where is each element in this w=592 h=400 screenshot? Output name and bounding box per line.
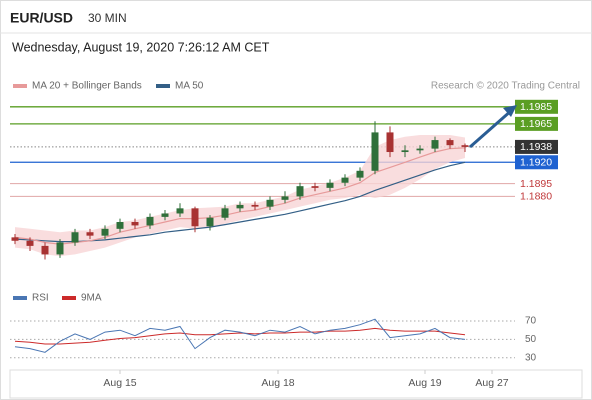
- legend-swatch: [156, 84, 170, 88]
- level-label: 1.1895: [520, 178, 552, 190]
- level-label: 1.1965: [520, 118, 552, 130]
- x-axis-band: [9, 369, 583, 399]
- x-tick-label: Aug 15: [103, 377, 136, 389]
- candle-body: [11, 237, 19, 241]
- candle-body: [56, 242, 64, 255]
- candle-body: [431, 140, 439, 149]
- legend-swatch: [62, 296, 76, 300]
- candle-body: [161, 213, 169, 217]
- source: Research © 2020 Trading Central: [431, 81, 580, 92]
- legend-label: 9MA: [81, 293, 102, 304]
- candle-body: [311, 186, 319, 188]
- level-box: [515, 139, 558, 154]
- candle-body: [281, 196, 289, 200]
- timeframe: 30 MIN: [88, 11, 127, 25]
- arrow-head: [503, 105, 517, 117]
- candle-body: [206, 217, 214, 227]
- candle-body: [86, 232, 94, 236]
- rsi-line: [14, 318, 466, 353]
- bollinger-band: [15, 135, 465, 257]
- x-tick-label: Aug 18: [261, 377, 294, 389]
- candle-body: [296, 186, 304, 197]
- y-tick-label: 30: [525, 352, 537, 363]
- candle-body: [386, 132, 394, 153]
- candle-body: [266, 199, 274, 207]
- candle-body: [116, 222, 124, 229]
- level-label: 1.1880: [520, 191, 552, 203]
- level-label: 1.1920: [520, 157, 552, 169]
- legend-label: MA 20 + Bollinger Bands: [32, 81, 142, 92]
- candle-body: [401, 150, 409, 153]
- candle-body: [131, 222, 139, 226]
- y-tick-label: 50: [525, 334, 537, 345]
- candle-body: [356, 170, 364, 178]
- datetime: Wednesday, August 19, 2020 7:26:12 AM CE…: [12, 40, 270, 54]
- legend-swatch: [13, 84, 27, 88]
- level-label: 1.1938: [520, 141, 552, 153]
- x-tick-label: Aug 19: [408, 377, 441, 389]
- candle-body: [176, 208, 184, 214]
- candle-body: [101, 228, 109, 236]
- legend-label: RSI: [32, 293, 49, 304]
- candle-body: [236, 204, 244, 209]
- candle-body: [326, 182, 334, 188]
- candle-body: [461, 145, 469, 147]
- legend-label: MA 50: [175, 81, 204, 92]
- candle-body: [41, 245, 49, 255]
- candle-body: [251, 204, 259, 207]
- x-tick-label: Aug 27: [475, 377, 508, 389]
- candle-body: [341, 177, 349, 183]
- symbol: EUR/USD: [10, 10, 73, 26]
- candle-body: [371, 132, 379, 171]
- candle-body: [221, 208, 229, 218]
- level-box: [515, 99, 558, 114]
- candle-body: [446, 140, 454, 146]
- level-box: [515, 155, 558, 170]
- candle-body: [191, 208, 199, 227]
- projection-arrow: [469, 108, 513, 149]
- candle-body: [416, 148, 424, 151]
- candle-body: [71, 232, 79, 243]
- ma-line: [14, 147, 466, 245]
- level-box: [515, 116, 558, 131]
- legend-swatch: [13, 296, 27, 300]
- rsi-line: [14, 327, 466, 345]
- candle-body: [26, 240, 34, 246]
- y-tick-label: 70: [525, 316, 537, 327]
- level-label: 1.1985: [520, 101, 552, 113]
- candle-body: [146, 216, 154, 226]
